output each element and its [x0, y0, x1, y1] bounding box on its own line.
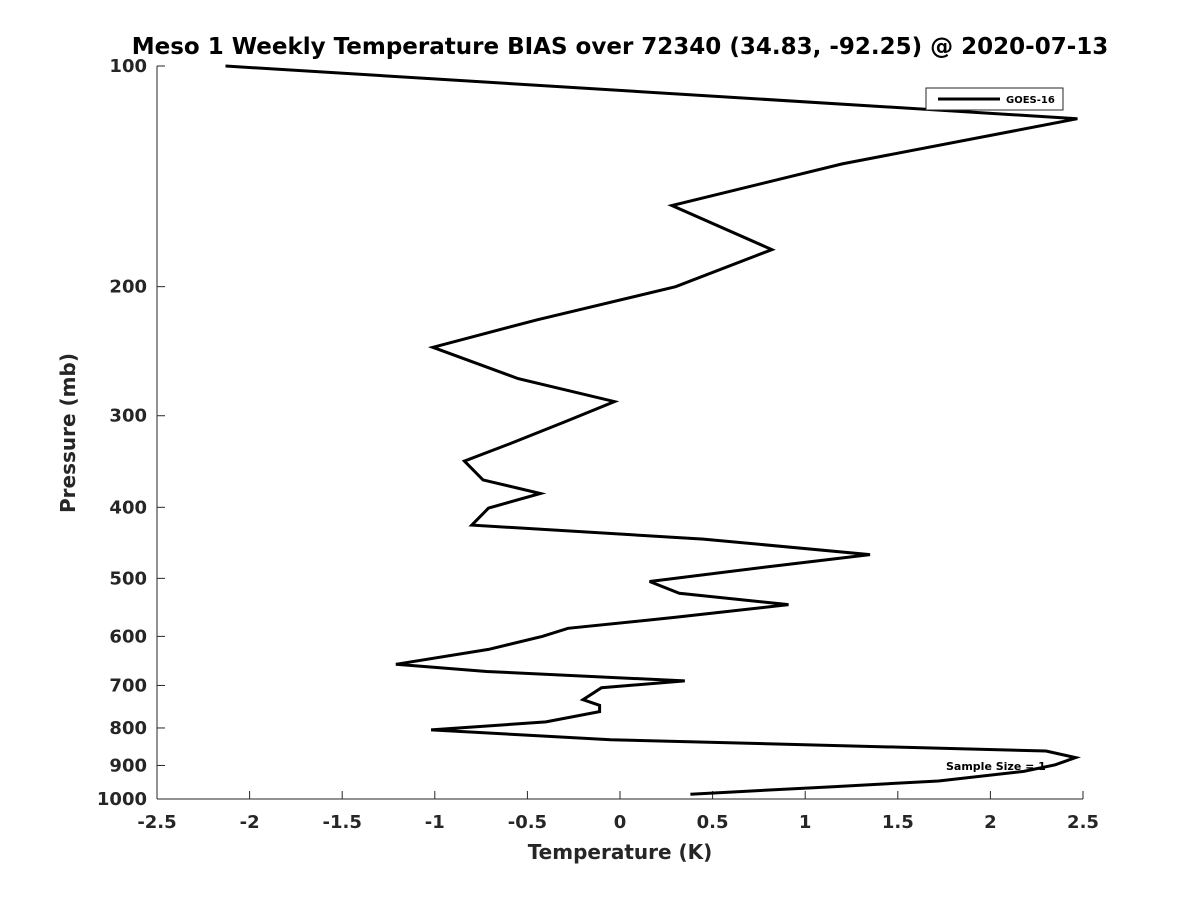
y-tick-label: 100	[109, 56, 147, 77]
y-tick-label: 900	[109, 755, 147, 776]
x-tick-label: -2	[240, 812, 260, 833]
y-tick-label: 600	[109, 626, 147, 647]
x-tick-label: -1.5	[323, 812, 362, 833]
y-tick-label: 200	[109, 277, 147, 298]
x-axis-label: Temperature (K)	[528, 840, 713, 864]
x-tick-label: 0	[614, 812, 627, 833]
x-tick-label: 0.5	[697, 812, 729, 833]
x-tick-label: 1.5	[882, 812, 914, 833]
x-tick-label: -1	[425, 812, 445, 833]
chart-title: Meso 1 Weekly Temperature BIAS over 7234…	[132, 34, 1109, 60]
sample-size-annotation: Sample Size = 1	[946, 760, 1046, 773]
y-tick-label: 800	[109, 718, 147, 739]
y-tick-label: 700	[109, 675, 147, 696]
y-tick-label: 300	[109, 406, 147, 427]
legend: GOES-16	[925, 87, 1064, 111]
series-line-goes-16	[225, 64, 1082, 796]
x-tick-label: 1	[799, 812, 812, 833]
x-tick-label: -2.5	[137, 812, 176, 833]
x-tick-label: -0.5	[508, 812, 547, 833]
y-tick-label: 1000	[97, 789, 147, 810]
y-tick-label: 400	[109, 497, 147, 518]
x-tick-label: 2	[984, 812, 997, 833]
y-axis-label: Pressure (mb)	[56, 353, 80, 513]
legend-label-goes-16: GOES-16	[1006, 95, 1055, 106]
y-tick-label: 500	[109, 568, 147, 589]
axes: -2.5 -2 -1.5 -1 -0.5 0 0.5 1 1.5 2 2.5 100 200 300 400…	[97, 56, 1099, 833]
x-tick-label: 2.5	[1067, 812, 1099, 833]
